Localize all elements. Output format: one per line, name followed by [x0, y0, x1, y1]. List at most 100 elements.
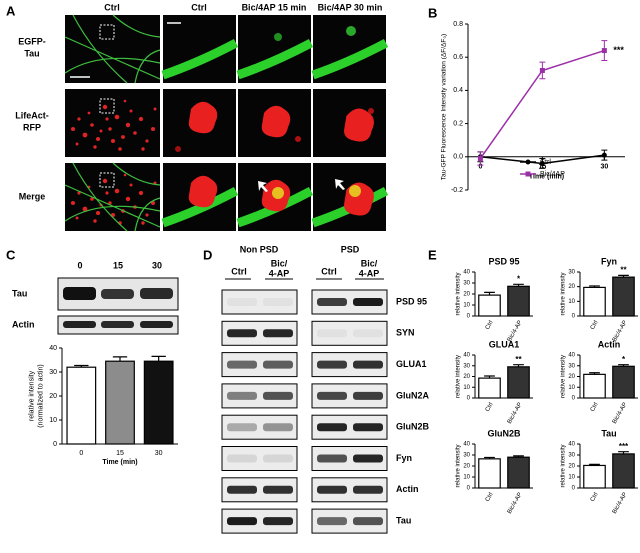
- significance: **: [620, 265, 627, 274]
- y-tick-label: 10: [463, 303, 470, 309]
- y-tick-label: 30: [463, 453, 470, 459]
- blot-row-label: GLUA1: [396, 359, 427, 369]
- band: [353, 391, 383, 400]
- band: [227, 298, 257, 306]
- band: [353, 454, 383, 463]
- micrograph: [64, 14, 161, 84]
- point: [601, 152, 607, 158]
- panel-a: Ctrl Ctrl Bic/4AP 15 min Bic/4AP 30 min …: [15, 2, 386, 232]
- lane-label: Ctrl: [231, 266, 247, 276]
- bar: [507, 366, 530, 399]
- y-tick-label: 40: [463, 353, 470, 359]
- micrograph: [238, 163, 311, 231]
- x-tick-label: 0: [79, 450, 83, 457]
- y-tick-label: 0.0: [453, 154, 463, 161]
- blot-row-label: GluN2B: [396, 422, 430, 432]
- band: [101, 321, 134, 328]
- lane-label: Bic/: [361, 258, 378, 268]
- y-axis-label: relative intensity: [456, 355, 462, 398]
- bar: [66, 366, 97, 445]
- band: [263, 360, 293, 369]
- x-axis-label: Time (min): [529, 174, 564, 181]
- y-tick-label: 0: [467, 486, 471, 492]
- y-axis-label: relative intensity: [456, 444, 462, 487]
- band: [227, 517, 257, 526]
- y-tick-label: 30: [568, 363, 575, 369]
- micrograph: [65, 89, 160, 157]
- band: [227, 360, 257, 369]
- blots: PSD 95 SYN GLUA1 GluN2A GluN2B Fyn Actin Tau: [221, 289, 430, 534]
- lane-label: Ctrl: [321, 266, 337, 276]
- band: [317, 517, 347, 526]
- micrograph: [163, 15, 236, 83]
- band: [317, 360, 347, 369]
- micrograph: [163, 163, 236, 231]
- band: [227, 485, 257, 494]
- x-tick-label: Ctrl: [485, 492, 495, 503]
- blot-row-label: Tau: [396, 515, 411, 525]
- point: [539, 67, 545, 73]
- chart-title: Fyn: [601, 256, 617, 266]
- group-label: PSD: [341, 244, 360, 254]
- y-tick-label: 0.2: [453, 120, 463, 127]
- chart-title: GLUA1: [489, 339, 520, 349]
- bar: [612, 365, 635, 399]
- y-tick-label: 10: [463, 475, 470, 481]
- micrograph: [163, 89, 236, 157]
- x-axis-label: Time (min): [102, 459, 137, 466]
- lane-label: 4-AP: [269, 268, 290, 278]
- x-tick-label: Ctrl: [485, 402, 495, 413]
- blot-row-label: Actin: [12, 319, 35, 329]
- lane-label: 4-AP: [359, 268, 380, 278]
- legend-label: Ctrl: [540, 159, 551, 166]
- band: [63, 287, 96, 300]
- band: [317, 391, 347, 400]
- band: [263, 298, 293, 306]
- blot-row-label: PSD 95: [396, 296, 427, 306]
- legend-label: Bic/4AP: [540, 171, 565, 178]
- y-tick-label: 20: [49, 393, 57, 400]
- y-tick-label: 30: [49, 369, 57, 376]
- micrograph: [64, 162, 161, 232]
- point: [539, 160, 545, 166]
- panel-c-blot: 0 15 30 Tau Actin: [12, 260, 179, 335]
- y-tick-label: 20: [463, 292, 470, 298]
- band: [317, 454, 347, 463]
- band: [227, 391, 257, 400]
- x-tick-label: Bic/4-AP: [612, 492, 629, 515]
- chart-title: Tau: [601, 428, 616, 438]
- y-tick-label: 20: [568, 464, 575, 470]
- column-header: Ctrl: [104, 2, 120, 12]
- bar: [478, 458, 501, 489]
- y-tick-label: 0.6: [453, 54, 463, 61]
- y-tick-label: 40: [49, 345, 57, 352]
- error-bar: [151, 355, 166, 362]
- blot: [221, 446, 298, 471]
- y-axis-label: relative intensity: [456, 272, 462, 315]
- chart-title: Actin: [598, 339, 621, 349]
- row-label: Merge: [19, 191, 46, 201]
- bar: [583, 286, 606, 317]
- legend-marker: [525, 171, 531, 177]
- y-tick-label: 0: [467, 314, 471, 320]
- y-axis-label: relative intensity: [28, 370, 35, 421]
- lane-label: 0: [77, 260, 82, 270]
- y-tick-label: 10: [49, 417, 57, 424]
- band: [63, 321, 96, 328]
- blot-row-label: Fyn: [396, 453, 412, 463]
- y-tick-label: 40: [568, 442, 575, 448]
- micrograph: [238, 15, 311, 83]
- blot-row-label: SYN: [396, 328, 415, 338]
- blot-row-label: Tau: [12, 288, 27, 298]
- band: [353, 329, 383, 338]
- bar: [507, 285, 530, 317]
- significance: **: [515, 355, 522, 364]
- band: [263, 423, 293, 432]
- band: [263, 391, 293, 400]
- band: [140, 288, 173, 299]
- y-tick-label: 10: [568, 385, 575, 391]
- micrograph: [313, 15, 386, 83]
- micrograph: [238, 89, 311, 157]
- row-label: EGFP-: [18, 36, 46, 46]
- y-axis-label: (normalized to actin): [37, 364, 44, 427]
